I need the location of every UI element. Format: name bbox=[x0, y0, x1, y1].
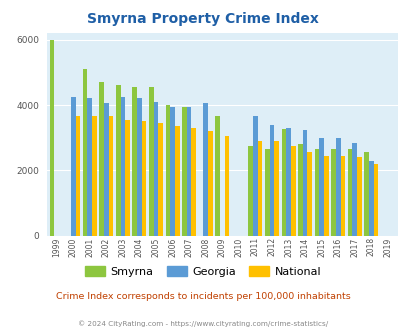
Bar bbox=[191, 128, 196, 236]
Bar bbox=[158, 123, 162, 236]
Bar bbox=[319, 138, 323, 236]
Bar bbox=[104, 103, 109, 236]
Bar bbox=[207, 131, 212, 236]
Bar bbox=[137, 98, 141, 236]
Bar bbox=[274, 141, 278, 236]
Bar bbox=[252, 116, 257, 236]
Bar bbox=[116, 85, 120, 236]
Bar bbox=[281, 129, 286, 236]
Bar bbox=[347, 149, 352, 236]
Bar bbox=[297, 144, 302, 236]
Bar bbox=[373, 164, 377, 236]
Bar bbox=[340, 156, 344, 236]
Bar bbox=[302, 130, 307, 236]
Text: Smyrna Property Crime Index: Smyrna Property Crime Index bbox=[87, 12, 318, 25]
Bar bbox=[149, 87, 153, 236]
Bar bbox=[120, 97, 125, 236]
Bar bbox=[175, 126, 179, 236]
Bar bbox=[203, 103, 207, 236]
Bar bbox=[186, 107, 191, 236]
Bar bbox=[153, 102, 158, 236]
Bar bbox=[290, 146, 295, 236]
Bar bbox=[286, 128, 290, 236]
Bar bbox=[248, 146, 252, 236]
Bar bbox=[170, 107, 175, 236]
Bar bbox=[364, 152, 368, 236]
Bar bbox=[352, 143, 356, 236]
Bar bbox=[75, 116, 80, 236]
Bar bbox=[269, 125, 274, 236]
Bar bbox=[330, 149, 335, 236]
Bar bbox=[87, 98, 92, 236]
Bar bbox=[182, 107, 186, 236]
Bar bbox=[215, 116, 220, 236]
Bar bbox=[71, 97, 75, 236]
Bar bbox=[109, 116, 113, 236]
Text: Crime Index corresponds to incidents per 100,000 inhabitants: Crime Index corresponds to incidents per… bbox=[55, 292, 350, 301]
Bar bbox=[264, 149, 269, 236]
Bar bbox=[257, 141, 262, 236]
Bar bbox=[314, 149, 319, 236]
Bar bbox=[335, 138, 340, 236]
Bar bbox=[165, 105, 170, 236]
Bar bbox=[368, 161, 373, 236]
Bar bbox=[224, 136, 229, 236]
Bar bbox=[323, 156, 328, 236]
Text: © 2024 CityRating.com - https://www.cityrating.com/crime-statistics/: © 2024 CityRating.com - https://www.city… bbox=[78, 321, 327, 327]
Bar bbox=[83, 69, 87, 236]
Legend: Smyrna, Georgia, National: Smyrna, Georgia, National bbox=[80, 261, 325, 281]
Bar bbox=[141, 121, 146, 236]
Bar bbox=[132, 87, 137, 236]
Bar bbox=[125, 120, 130, 236]
Bar bbox=[356, 157, 361, 236]
Bar bbox=[49, 40, 54, 236]
Bar bbox=[99, 82, 104, 236]
Bar bbox=[92, 116, 96, 236]
Bar bbox=[307, 152, 311, 236]
